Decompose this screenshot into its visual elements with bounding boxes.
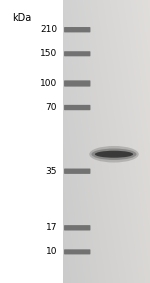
Ellipse shape — [103, 152, 132, 156]
FancyBboxPatch shape — [64, 168, 90, 174]
Text: 70: 70 — [45, 103, 57, 112]
Text: 100: 100 — [40, 79, 57, 88]
FancyBboxPatch shape — [64, 225, 90, 230]
FancyBboxPatch shape — [64, 51, 90, 56]
Ellipse shape — [89, 146, 139, 162]
Text: kDa: kDa — [12, 13, 31, 23]
FancyBboxPatch shape — [64, 249, 90, 254]
Ellipse shape — [95, 151, 133, 158]
FancyBboxPatch shape — [64, 105, 90, 110]
Text: 17: 17 — [45, 223, 57, 232]
Bar — [0, 0, 63, 283]
Text: 10: 10 — [45, 247, 57, 256]
FancyBboxPatch shape — [64, 27, 90, 32]
Text: 210: 210 — [40, 25, 57, 34]
FancyBboxPatch shape — [64, 80, 90, 87]
Text: 35: 35 — [45, 167, 57, 176]
Ellipse shape — [92, 149, 136, 160]
Text: 150: 150 — [40, 49, 57, 58]
